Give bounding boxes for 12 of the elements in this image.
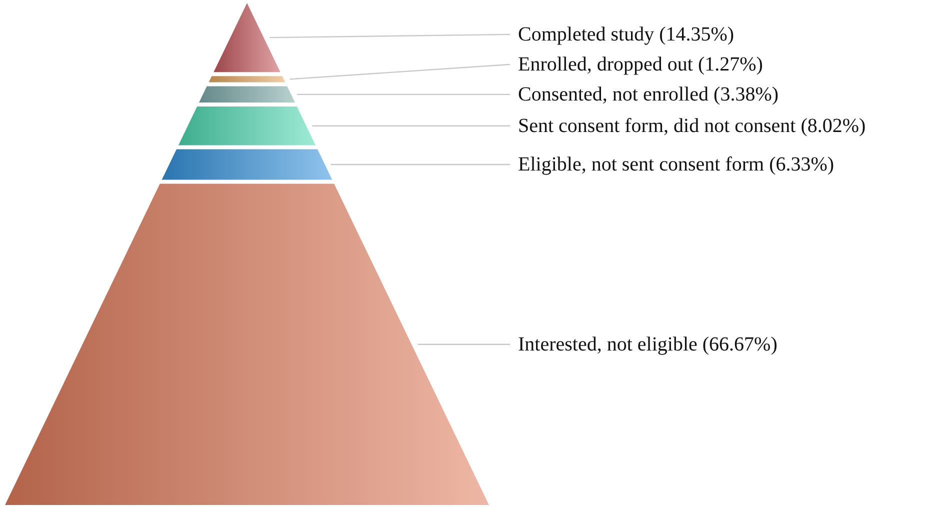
data-label: (66.67%) <box>702 333 778 356</box>
category-label: Sent consent form, did not consent <box>518 114 796 137</box>
data-label: (6.33%) <box>769 153 834 176</box>
category-label: Eligible, not sent consent form <box>518 153 765 176</box>
category-label: Completed study <box>518 23 654 46</box>
data-label: (8.02%) <box>800 114 866 137</box>
category-label: Interested, not eligible <box>518 333 698 356</box>
data-label: (1.27%) <box>698 53 763 76</box>
category-label: Consented, not enrolled <box>518 83 709 106</box>
data-label: (3.38%) <box>714 83 779 106</box>
category-label: Enrolled, dropped out <box>518 53 694 76</box>
data-label: (14.35%) <box>659 23 734 46</box>
